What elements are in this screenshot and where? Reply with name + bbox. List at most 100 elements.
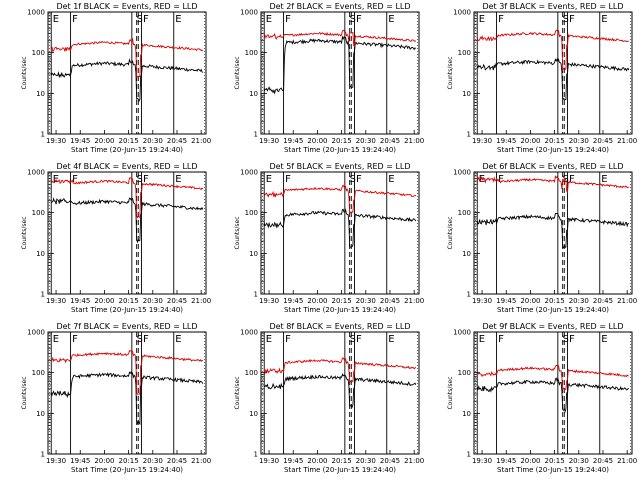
x-tick-label: 20:30 — [143, 457, 163, 465]
detector-panel-1: Det 1f BLACK = Events, RED = LLD 1 10 100 10… — [21, 2, 211, 154]
y-tick-label: 1000 — [27, 169, 45, 177]
segment-label: E — [479, 334, 485, 345]
segment-label: S — [350, 334, 356, 345]
segment-label: E — [175, 174, 181, 185]
lld-series-line — [51, 349, 204, 395]
segment-label: E — [388, 334, 394, 345]
panel-title: Det 3f BLACK = Events, RED = LLD — [482, 2, 623, 11]
x-tick-label: 21:00 — [191, 457, 211, 465]
lld-series-line — [263, 184, 417, 215]
y-tick-label: 100 — [458, 369, 471, 377]
x-tick-label: 19:30 — [46, 297, 66, 305]
x-axis-label: Start Time (20-Jun-15 19:24:40) — [71, 466, 183, 474]
x-tick-label: 21:00 — [617, 457, 637, 465]
events-series-line — [263, 208, 417, 248]
plot-frame — [260, 11, 420, 135]
y-axis-label: Counts/sec — [447, 216, 454, 249]
segment-label: E — [175, 14, 181, 25]
x-tick-label: 19:45 — [70, 457, 90, 465]
x-axis-label: Start Time (20-Jun-15 19:24:40) — [71, 306, 183, 314]
x-tick-label: 19:30 — [259, 457, 279, 465]
x-tick-label: 20:00 — [94, 297, 114, 305]
segment-label: S — [137, 334, 143, 345]
y-tick-label: 10 — [249, 410, 258, 418]
segment-label: F — [498, 174, 504, 185]
segment-label: F — [498, 334, 504, 345]
segment-label: S — [350, 174, 356, 185]
y-tick-label: 10 — [249, 90, 258, 98]
lld-series-line — [263, 29, 417, 48]
y-tick-label: 10 — [36, 250, 45, 258]
y-tick-label: 1 — [467, 291, 471, 299]
panel-title: Det 6f BLACK = Events, RED = LLD — [482, 162, 623, 171]
y-tick-label: 1000 — [27, 9, 45, 17]
segment-label: E — [479, 14, 485, 25]
y-axis-label: Counts/sec — [234, 376, 241, 409]
x-tick-label: 21:00 — [617, 137, 637, 145]
y-tick-label: 100 — [32, 369, 45, 377]
segment-label: F — [285, 174, 291, 185]
y-tick-label: 1000 — [240, 169, 258, 177]
events-series-line — [50, 58, 204, 102]
x-tick-label: 20:00 — [94, 457, 114, 465]
x-tick-label: 20:30 — [143, 297, 163, 305]
segment-label: E — [53, 14, 59, 25]
x-tick-label: 19:45 — [70, 297, 90, 305]
y-tick-label: 1000 — [453, 329, 471, 337]
x-tick-label: 19:45 — [70, 137, 90, 145]
x-tick-label: 20:00 — [520, 137, 540, 145]
y-tick-label: 1000 — [240, 9, 258, 17]
y-tick-label: 10 — [36, 90, 45, 98]
detector-panel-6: Det 6f BLACK = Events, RED = LLD 1 10 100 10… — [447, 162, 637, 314]
x-tick-label: 20:45 — [167, 297, 187, 305]
y-tick-label: 1000 — [27, 329, 45, 337]
x-axis-label: Start Time (20-Jun-15 19:24:40) — [497, 466, 609, 474]
x-tick-label: 21:00 — [617, 297, 637, 305]
x-tick-label: 20:45 — [593, 137, 613, 145]
x-tick-label: 19:45 — [283, 297, 303, 305]
panel-title: Det 1f BLACK = Events, RED = LLD — [56, 2, 197, 11]
events-series-line — [263, 373, 417, 409]
x-tick-label: 21:00 — [191, 297, 211, 305]
plot-frame — [473, 171, 633, 295]
segment-label: S — [563, 334, 569, 345]
x-tick-label: 20:15 — [119, 137, 139, 145]
plot-frame — [473, 11, 633, 135]
x-tick-label: 20:00 — [307, 137, 327, 145]
segment-label: F — [143, 174, 149, 185]
x-tick-label: 20:00 — [520, 297, 540, 305]
x-tick-label: 21:00 — [404, 137, 424, 145]
x-tick-label: 19:30 — [472, 137, 492, 145]
y-tick-label: 1000 — [453, 9, 471, 17]
events-series-line — [50, 371, 204, 426]
x-tick-label: 20:15 — [119, 297, 139, 305]
detector-panel-8: Det 8f BLACK = Events, RED = LLD 1 10 100 10… — [234, 322, 424, 474]
x-axis-label: Start Time (20-Jun-15 19:24:40) — [284, 466, 396, 474]
plot-frame — [47, 11, 207, 135]
detector-panel-5: Det 5f BLACK = Events, RED = LLD 1 10 100 10… — [234, 162, 424, 314]
panel-title: Det 9f BLACK = Events, RED = LLD — [482, 322, 623, 331]
events-series-line — [263, 35, 417, 95]
segment-label: F — [72, 334, 78, 345]
segment-label: F — [569, 174, 575, 185]
x-tick-label: 20:30 — [569, 457, 589, 465]
y-tick-label: 100 — [245, 369, 258, 377]
segment-label: F — [356, 174, 362, 185]
x-tick-label: 20:15 — [545, 457, 565, 465]
x-tick-label: 21:00 — [404, 297, 424, 305]
panel-title: Det 2f BLACK = Events, RED = LLD — [269, 2, 410, 11]
segment-label: F — [143, 14, 149, 25]
x-axis-label: Start Time (20-Jun-15 19:24:40) — [497, 306, 609, 314]
y-tick-label: 100 — [458, 49, 471, 57]
y-axis-label: Counts/sec — [21, 376, 28, 409]
x-tick-label: 20:45 — [167, 457, 187, 465]
segment-label: E — [601, 174, 607, 185]
x-axis-label: Start Time (20-Jun-15 19:24:40) — [497, 146, 609, 154]
y-tick-label: 1 — [254, 131, 258, 139]
x-tick-label: 20:30 — [356, 457, 376, 465]
x-tick-label: 20:00 — [307, 457, 327, 465]
y-tick-label: 1000 — [240, 329, 258, 337]
lld-series-line — [476, 29, 629, 72]
panel-title: Det 8f BLACK = Events, RED = LLD — [269, 322, 410, 331]
